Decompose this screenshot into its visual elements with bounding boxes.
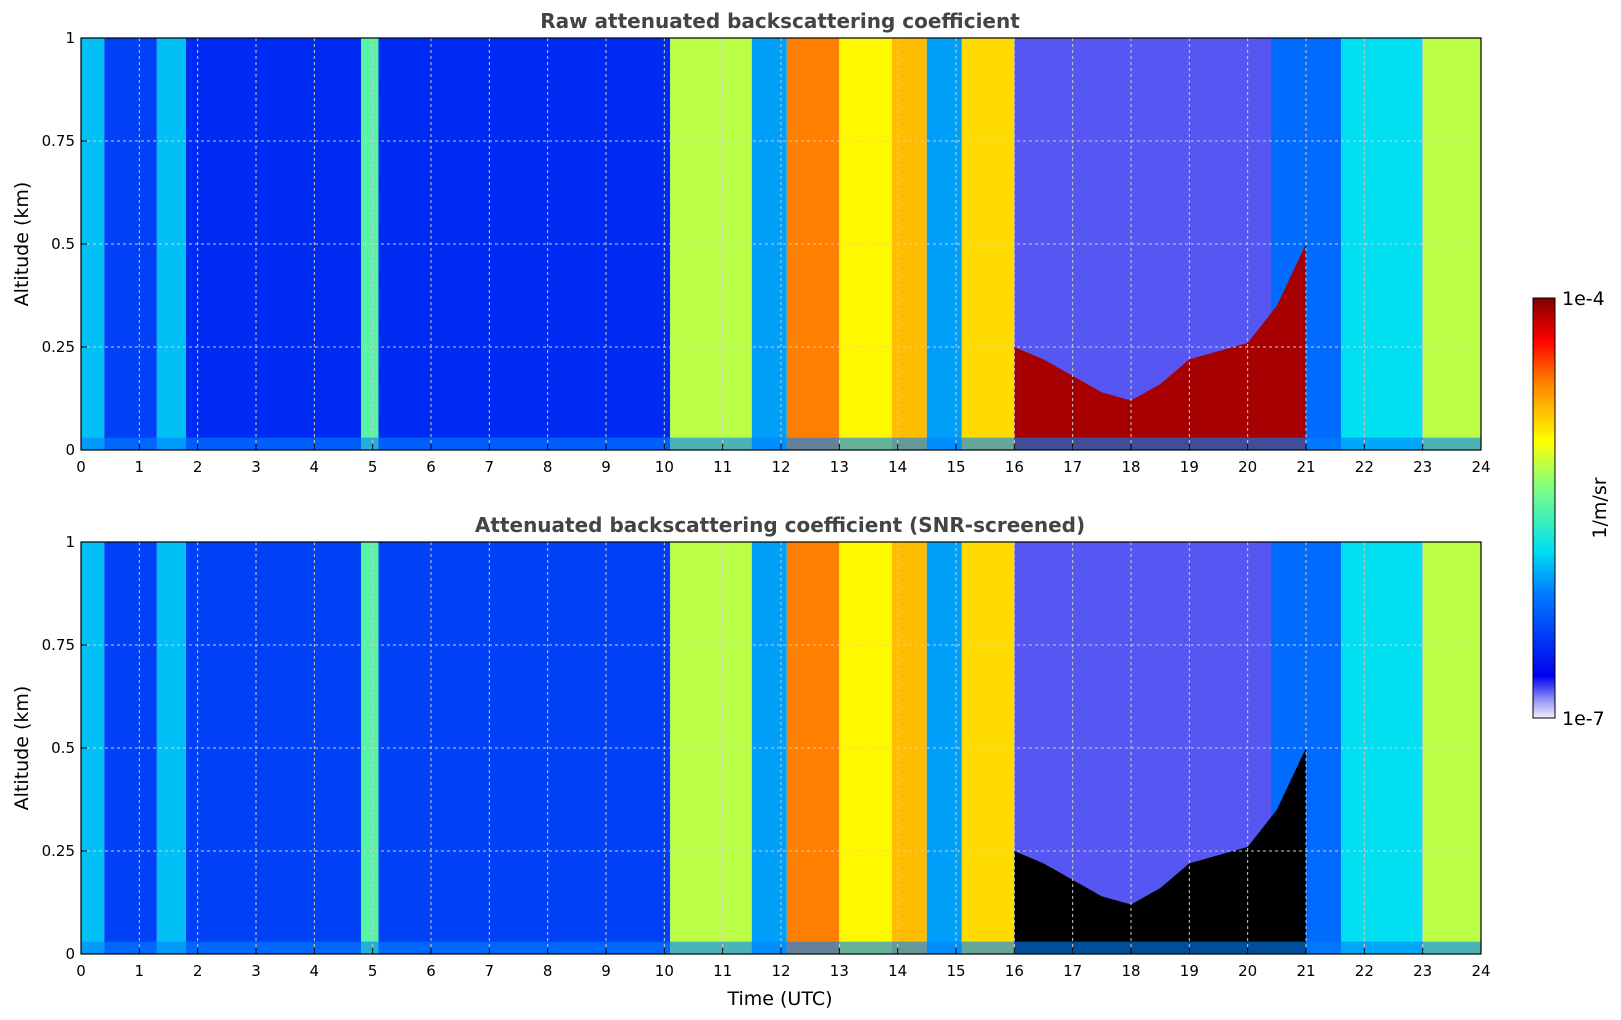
x-tick-label: 17	[1063, 962, 1082, 980]
y-tick-label: 1	[65, 29, 75, 47]
x-tick-label: 11	[713, 458, 732, 476]
x-tick-label: 7	[485, 962, 495, 980]
heatmap-column	[839, 542, 892, 954]
x-tick-label: 16	[1005, 458, 1024, 476]
x-tick-label: 19	[1180, 458, 1199, 476]
x-tick-label: 23	[1413, 458, 1432, 476]
x-tick-label: 19	[1180, 962, 1199, 980]
boundary-layer	[1014, 244, 1306, 450]
colorbar-label: 1/m/sr	[1589, 477, 1611, 538]
x-tick-label: 0	[76, 962, 86, 980]
y-axis-label: Altitude (km)	[11, 182, 33, 307]
y-tick-label: 0.5	[51, 739, 75, 757]
x-tick-label: 6	[426, 962, 436, 980]
x-tick-label: 3	[251, 458, 261, 476]
heatmap-column	[751, 38, 787, 450]
x-tick-label: 1	[135, 962, 145, 980]
heatmap-column	[926, 542, 962, 954]
heatmap-column	[378, 38, 671, 450]
y-ticks: 0 0.25 0.5 0.75 1	[42, 29, 87, 459]
x-tick-label: 5	[368, 458, 378, 476]
x-tick-label: 10	[655, 962, 674, 980]
x-tick-label: 0	[76, 458, 86, 476]
y-tick-label: 0.5	[51, 235, 75, 253]
colorbar-min-label: 1e-7	[1562, 708, 1605, 730]
panel-title: Attenuated backscattering coefficient (S…	[475, 513, 1085, 537]
x-tick-label: 12	[771, 458, 790, 476]
x-tick-label: 22	[1355, 962, 1374, 980]
x-tick-label: 8	[543, 962, 553, 980]
y-tick-label: 0.75	[42, 636, 75, 654]
x-tick-label: 7	[485, 458, 495, 476]
x-tick-label: 14	[888, 962, 907, 980]
x-tick-label: 9	[601, 962, 611, 980]
x-tick-label: 20	[1238, 458, 1257, 476]
heatmap-column	[926, 38, 962, 450]
x-tick-label: 16	[1005, 962, 1024, 980]
panel-snr-screened: Attenuated backscattering coefficient (S…	[11, 513, 1491, 1010]
x-tick-label: 24	[1471, 458, 1490, 476]
y-tick-label: 0	[65, 441, 75, 459]
x-tick-label: 14	[888, 458, 907, 476]
panel-raw: Raw attenuated backscattering coefficien…	[11, 9, 1491, 476]
x-tick-label: 5	[368, 962, 378, 980]
heatmap-column	[751, 542, 787, 954]
x-tick-label: 1	[135, 458, 145, 476]
y-ticks: 0 0.25 0.5 0.75 1	[42, 533, 87, 963]
x-tick-label: 18	[1121, 962, 1140, 980]
colorbar: 1e-4 1e-7 1/m/sr	[1532, 288, 1611, 730]
y-axis-label: Altitude (km)	[11, 686, 33, 811]
y-tick-label: 0.25	[42, 338, 75, 356]
x-tick-label: 13	[830, 458, 849, 476]
x-tick-label: 20	[1238, 962, 1257, 980]
colorbar-max-label: 1e-4	[1562, 288, 1605, 310]
x-tick-label: 11	[713, 962, 732, 980]
x-tick-label: 12	[771, 962, 790, 980]
heatmap-column	[378, 542, 671, 954]
x-tick-label: 9	[601, 458, 611, 476]
heatmap-column	[839, 38, 892, 450]
x-tick-label: 22	[1355, 458, 1374, 476]
x-tick-label: 8	[543, 458, 553, 476]
x-tick-label: 18	[1121, 458, 1140, 476]
x-axis-label: Time (UTC)	[726, 988, 832, 1010]
x-tick-label: 6	[426, 458, 436, 476]
x-tick-label: 4	[310, 962, 320, 980]
panel-title: Raw attenuated backscattering coefficien…	[540, 9, 1020, 33]
x-tick-label: 13	[830, 962, 849, 980]
x-tick-label: 17	[1063, 458, 1082, 476]
x-tick-label: 10	[655, 458, 674, 476]
x-tick-label: 3	[251, 962, 261, 980]
x-tick-label: 15	[946, 962, 965, 980]
colorbar-gradient	[1532, 297, 1556, 719]
y-tick-label: 1	[65, 533, 75, 551]
boundary-layer	[1014, 748, 1306, 954]
x-tick-label: 21	[1296, 962, 1315, 980]
x-ticks: 0 1 2 3 4 5 6 7 8 9 10 11 12 13 14 15 16 17 18 19 20 21 22 23 24	[76, 444, 1491, 476]
y-tick-label: 0	[65, 945, 75, 963]
y-tick-label: 0.75	[42, 132, 75, 150]
x-tick-label: 21	[1296, 458, 1315, 476]
x-tick-label: 24	[1471, 962, 1490, 980]
x-tick-label: 23	[1413, 962, 1432, 980]
x-tick-label: 2	[193, 962, 203, 980]
x-ticks: 0 1 2 3 4 5 6 7 8 9 10 11 12 13 14 15 16 17 18 19 20 21 22 23 24	[76, 948, 1491, 980]
y-tick-label: 0.25	[42, 842, 75, 860]
x-tick-label: 4	[310, 458, 320, 476]
x-tick-label: 15	[946, 458, 965, 476]
x-tick-label: 2	[193, 458, 203, 476]
